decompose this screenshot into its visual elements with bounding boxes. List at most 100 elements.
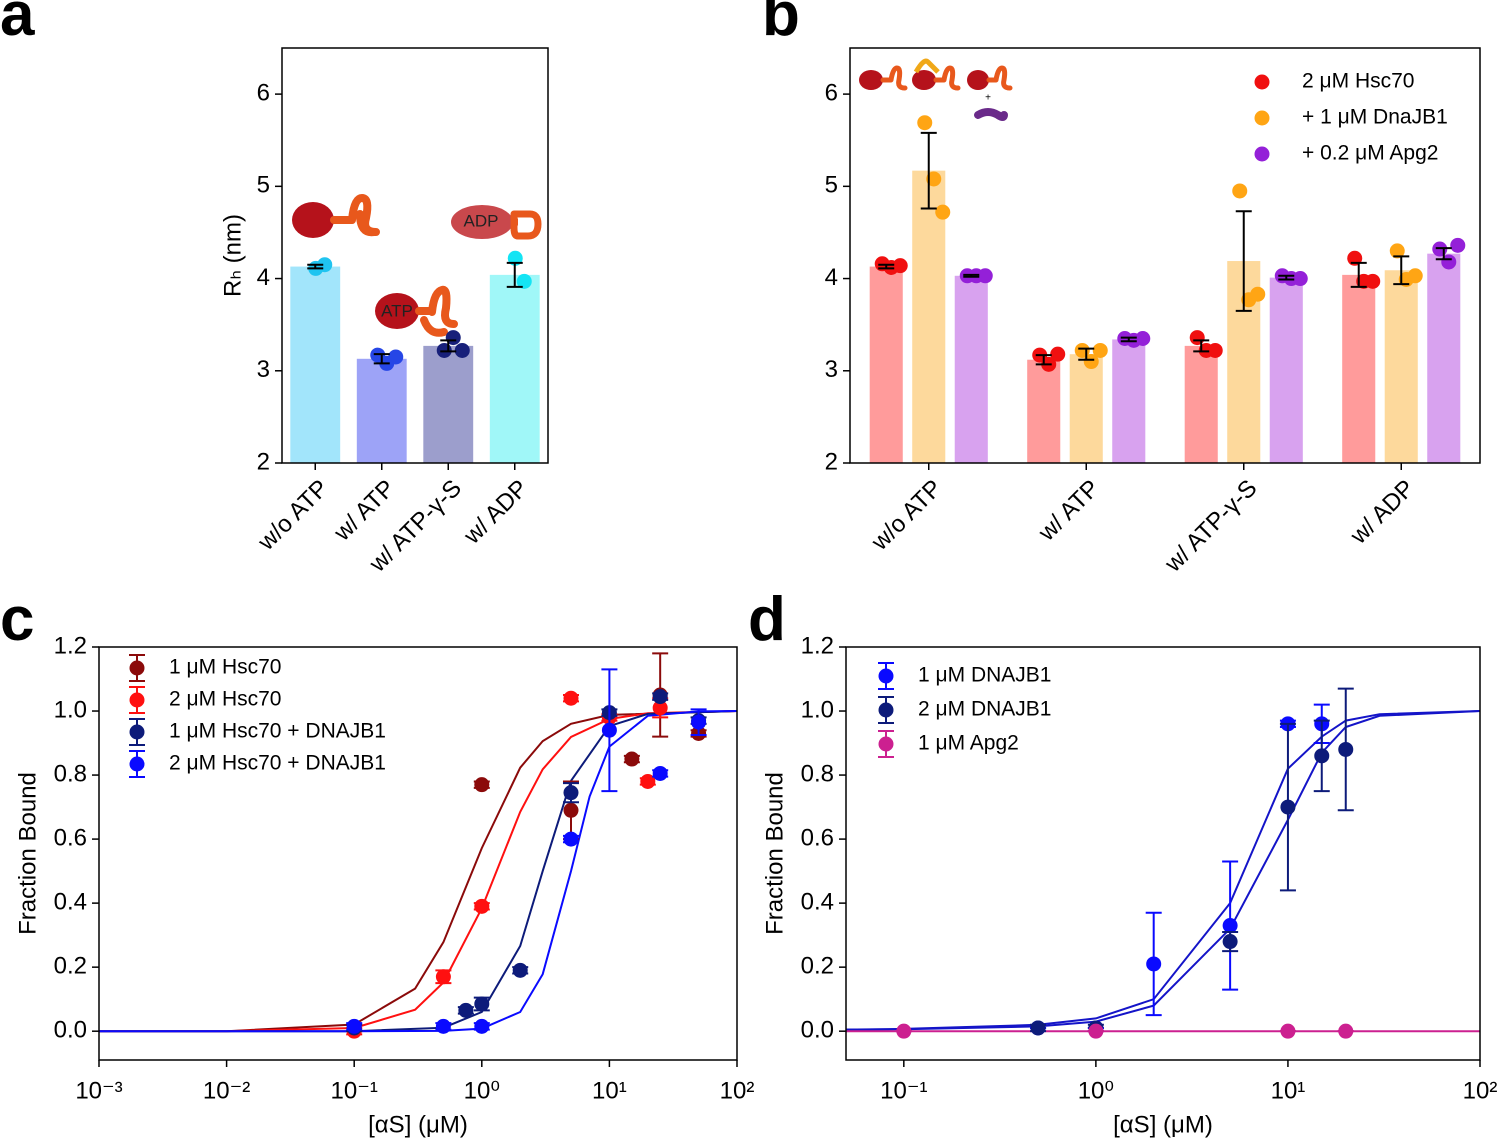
data-point xyxy=(435,969,451,985)
bar xyxy=(869,266,903,463)
icon-apg2 xyxy=(974,108,1008,121)
x-tick-label: w/o ATP xyxy=(252,475,334,557)
data-point xyxy=(917,115,933,131)
panel-letter: b xyxy=(762,0,800,49)
x-tick-label: 10⁻¹ xyxy=(880,1077,927,1104)
data-point xyxy=(563,802,579,818)
data-point xyxy=(640,773,656,789)
icon-nbd xyxy=(859,70,883,90)
fit-line xyxy=(846,710,1480,1031)
icon-sbd xyxy=(880,65,908,91)
data-point xyxy=(652,700,668,716)
legend-label: 1 μM Apg2 xyxy=(918,732,1019,755)
data-point xyxy=(1292,271,1308,287)
axes-frame xyxy=(849,47,1481,464)
x-tick-label: 10⁻³ xyxy=(75,1077,122,1104)
data-point xyxy=(346,1018,362,1034)
data-point xyxy=(1338,1023,1354,1039)
x-tick-label: w/ ATP-γ-S xyxy=(1159,475,1262,578)
x-axis-label: [αS] (μM) xyxy=(368,1111,468,1138)
fit-line xyxy=(99,710,737,1033)
x-tick-label: 10² xyxy=(720,1077,755,1104)
legend-marker xyxy=(129,756,145,772)
data-point xyxy=(935,204,951,220)
y-tick-label: 3 xyxy=(257,356,270,383)
x-tick-label: 10⁻² xyxy=(203,1077,250,1104)
data-point xyxy=(926,171,942,187)
y-tick-label: 0.6 xyxy=(54,824,87,851)
data-point xyxy=(458,1002,474,1018)
data-point xyxy=(474,996,490,1012)
data-point xyxy=(1407,268,1423,284)
y-tick-label: 2 xyxy=(257,448,270,475)
data-point xyxy=(1030,1020,1046,1036)
data-point xyxy=(1083,354,1099,370)
icon-label: + xyxy=(985,93,991,104)
bar xyxy=(1069,354,1103,463)
y-tick-label: 5 xyxy=(257,172,270,199)
y-axis-label: Fraction Bound xyxy=(761,772,788,935)
y-tick-label: 0.6 xyxy=(801,824,834,851)
x-axis-label: [αS] (μM) xyxy=(1113,1111,1213,1138)
y-tick-label: 0.2 xyxy=(54,952,87,979)
y-tick-label: 2 xyxy=(825,448,838,475)
data-point xyxy=(563,831,579,847)
data-point xyxy=(977,268,993,284)
bar xyxy=(1184,345,1218,463)
x-tick-label: 10² xyxy=(1463,1077,1498,1104)
y-tick-label: 1.0 xyxy=(54,696,87,723)
data-point xyxy=(1135,331,1151,346)
y-tick-label: 1.2 xyxy=(801,632,834,659)
y-axis-label: Fraction Bound xyxy=(14,772,41,935)
bar xyxy=(290,266,341,463)
data-point xyxy=(691,714,707,730)
y-tick-label: 0.4 xyxy=(54,888,87,915)
data-point xyxy=(1207,342,1223,358)
icon-nbd xyxy=(967,70,989,90)
data-point xyxy=(1365,273,1381,289)
data-point xyxy=(1222,934,1238,950)
legend-label: 1 μM Hsc70 + DNAJB1 xyxy=(169,720,386,743)
axes-frame xyxy=(845,646,1481,1061)
data-point xyxy=(563,690,579,706)
data-point xyxy=(652,689,668,705)
icon-sbd xyxy=(415,285,458,337)
data-point xyxy=(454,342,470,358)
bar xyxy=(912,170,946,463)
data-point xyxy=(1280,1023,1296,1039)
x-tick-label: 10⁰ xyxy=(1078,1077,1114,1104)
data-point xyxy=(1092,342,1108,358)
icon-label: ATP xyxy=(381,301,413,320)
data-point xyxy=(1389,243,1405,259)
bar xyxy=(954,275,988,463)
legend-marker xyxy=(878,668,894,684)
data-point xyxy=(474,777,490,793)
icon-sbd xyxy=(933,65,961,91)
y-tick-label: 4 xyxy=(257,264,270,291)
legend-label: + 0.2 μM Apg2 xyxy=(1302,142,1438,165)
data-point xyxy=(624,751,640,767)
axes-frame xyxy=(98,646,738,1061)
y-tick-label: 0.0 xyxy=(54,1017,87,1044)
data-point xyxy=(1338,741,1354,757)
data-point xyxy=(516,273,532,289)
y-tick-label: 1.0 xyxy=(801,696,834,723)
legend-label: 2 μM Hsc70 + DNAJB1 xyxy=(169,752,386,775)
bar xyxy=(489,274,540,463)
x-tick-label: w/ ATP xyxy=(1033,475,1105,547)
x-tick-label: 10⁰ xyxy=(464,1077,500,1104)
legend-marker xyxy=(1254,146,1270,162)
bar xyxy=(1027,359,1061,463)
x-tick-label: w/ ADP xyxy=(1345,475,1420,550)
data-point xyxy=(435,1018,451,1034)
icon-jdp xyxy=(913,58,940,74)
data-point xyxy=(1050,346,1066,362)
legend-label: + 1 μM DnaJB1 xyxy=(1302,106,1448,129)
legend-marker xyxy=(878,736,894,752)
x-tick-label: 10¹ xyxy=(592,1077,627,1104)
fit-line xyxy=(846,710,1480,1031)
panel-letter: c xyxy=(0,585,34,654)
legend-marker xyxy=(1254,110,1270,126)
bar xyxy=(1427,253,1461,463)
